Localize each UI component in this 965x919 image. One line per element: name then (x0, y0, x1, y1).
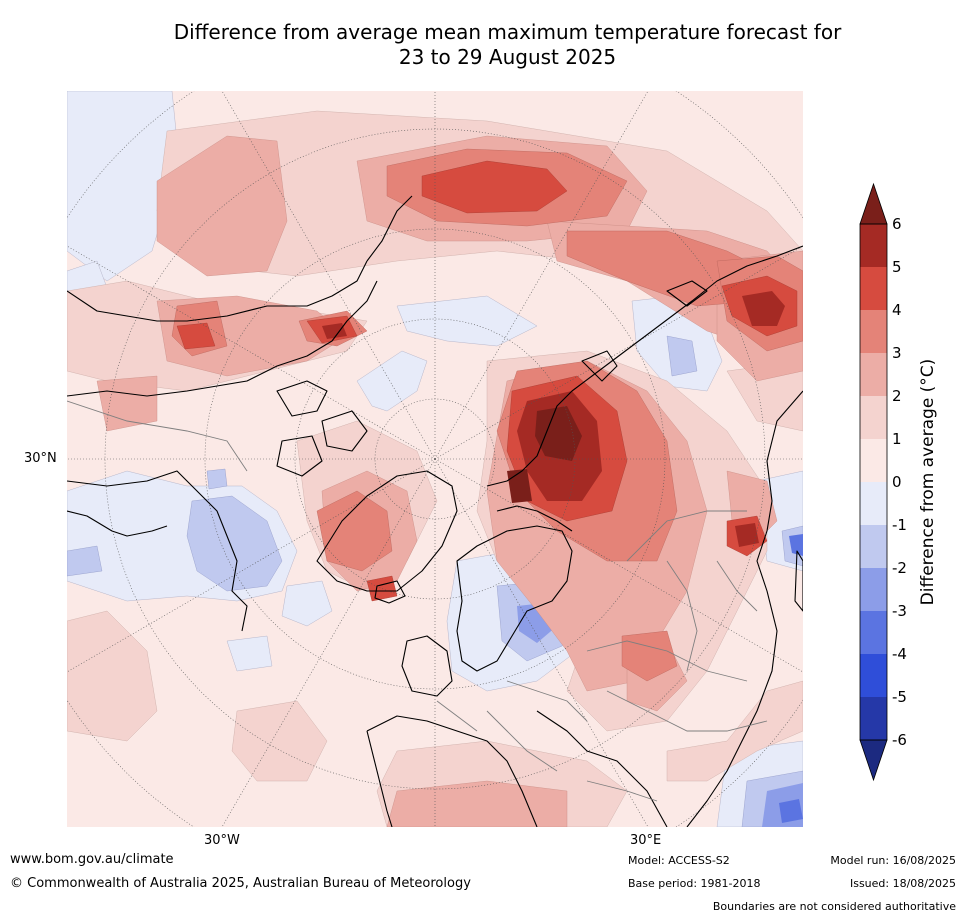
colorbar-block-0_1 (860, 439, 887, 482)
colorbar-block-2_3 (860, 353, 887, 396)
map-canvas (67, 91, 803, 827)
footer-copyright: © Commonwealth of Australia 2025, Austra… (10, 876, 471, 891)
footer-issued: Issued: 18/08/2025 (849, 877, 956, 890)
footer-url: www.bom.gov.au/climate (10, 852, 174, 867)
colorbar-blocks (859, 182, 888, 782)
colorbar-tick: -4 (892, 645, 907, 663)
colorbar-tick: 6 (892, 215, 902, 233)
footer-base-period: Base period: 1981-2018 (628, 877, 761, 890)
temperature-anomaly-map (67, 91, 803, 827)
colorbar-tick: 1 (892, 430, 902, 448)
colorbar-tick: 2 (892, 387, 902, 405)
anomaly-layer-5-plus (322, 291, 785, 547)
colorbar (859, 182, 888, 782)
colorbar-tick: 0 (892, 473, 902, 491)
lat-label-30n: 30°N (24, 451, 57, 466)
colorbar-frame (859, 223, 888, 741)
colorbar-tick: -6 (892, 731, 907, 749)
colorbar-block-m4_m3 (860, 611, 887, 654)
colorbar-block-3_4 (860, 310, 887, 353)
footer-model: Model: ACCESS-S2 (628, 854, 730, 867)
colorbar-block-m2_m1 (860, 525, 887, 568)
colorbar-block-m6_m5 (860, 697, 887, 740)
lon-label-30w: 30°W (204, 833, 240, 848)
colorbar-block-m3_m2 (860, 568, 887, 611)
colorbar-block-m1_0 (860, 482, 887, 525)
country-boundaries (67, 400, 768, 802)
colorbar-block-4_5 (860, 267, 887, 310)
colorbar-tick: 3 (892, 344, 902, 362)
colorbar-tick: -5 (892, 688, 907, 706)
anomaly-layer-minus4-minus2 (517, 534, 803, 827)
lon-label-30e: 30°E (630, 833, 662, 848)
colorbar-block-5_6 (860, 224, 887, 267)
title-line-2: 23 to 29 August 2025 (398, 45, 617, 69)
colorbar-extend-lower (859, 739, 888, 782)
colorbar-block-1_2 (860, 396, 887, 439)
colorbar-extend-upper (859, 182, 888, 225)
colorbar-tick: -1 (892, 516, 907, 534)
graticule (67, 91, 803, 827)
title-line-1: Difference from average mean maximum tem… (173, 20, 842, 44)
colorbar-tick: 5 (892, 258, 902, 276)
colorbar-tick: -3 (892, 602, 907, 620)
colorbar-label: Difference from average (°C) (918, 358, 938, 606)
coastlines (67, 195, 803, 827)
footer-model-run: Model run: 16/08/2025 (830, 854, 956, 867)
chart-title: Difference from average mean maximum tem… (60, 20, 955, 70)
footer-disclaimer: Boundaries are not considered authoritat… (712, 900, 956, 913)
colorbar-tick: 4 (892, 301, 902, 319)
colorbar-tick: -2 (892, 559, 907, 577)
colorbar-block-m5_m4 (860, 654, 887, 697)
